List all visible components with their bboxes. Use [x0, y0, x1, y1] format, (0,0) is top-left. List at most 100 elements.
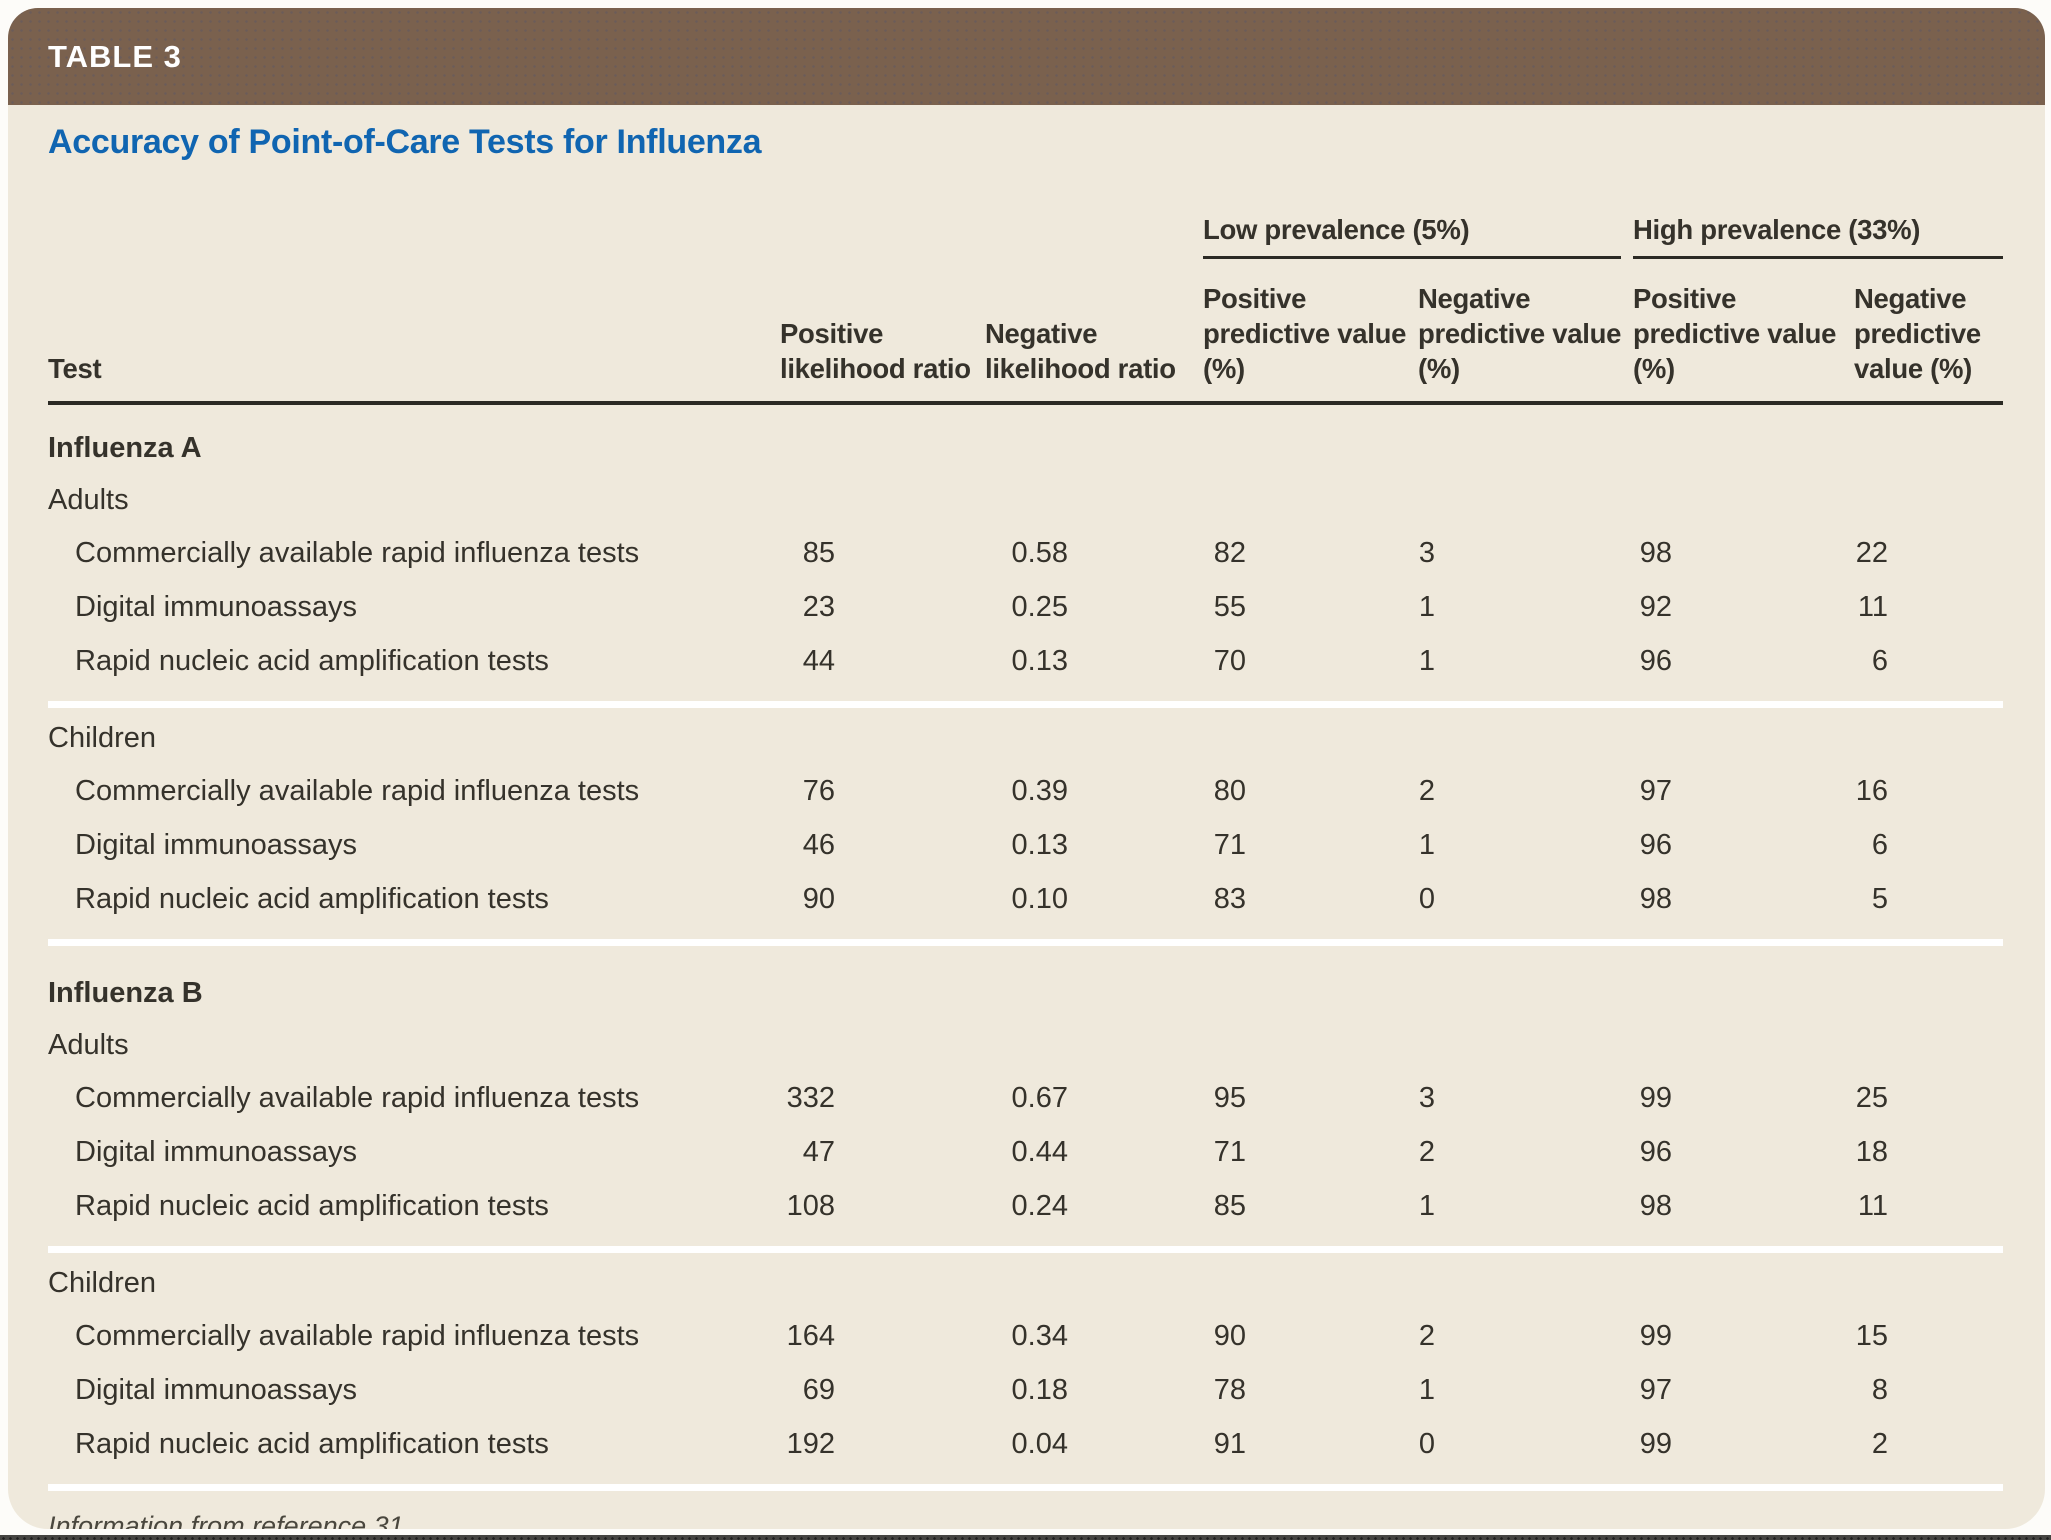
npv-low-cell: 2: [1418, 1136, 1435, 1168]
ppv-high-cell: 96: [1639, 1136, 1672, 1168]
ppv-low-cell: 83: [1213, 883, 1246, 915]
test-cell: Digital immunoassays: [75, 1136, 358, 1168]
test-data-row: Commercially available rapid influenza t…: [48, 526, 2003, 580]
test-cell: Rapid nucleic acid amplification tests: [75, 883, 549, 915]
group-separator-bar: [48, 1484, 2004, 1491]
nlr-cell: 0.34: [1011, 1320, 1068, 1352]
npv-low-cell: 0: [1418, 1428, 1435, 1460]
table-number-label: TABLE 3: [48, 38, 182, 74]
test-cell: Commercially available rapid influenza t…: [75, 537, 640, 569]
ppv-high-cell: 96: [1639, 829, 1672, 861]
plr-cell: 164: [786, 1320, 835, 1352]
ppv-low-cell: 90: [1213, 1320, 1246, 1352]
page-bottom-rule: [0, 1535, 2051, 1540]
col-header-test: Test: [48, 259, 780, 405]
group-separator-cell: [48, 1233, 2004, 1257]
group-separator-bar: [48, 701, 2004, 708]
nlr-cell: 0.58: [1011, 537, 1068, 569]
npv-high-cell: 15: [1855, 1320, 1889, 1352]
npv-high-cell: 6: [1871, 829, 1889, 861]
accuracy-table: Low prevalence (5%) High prevalence (33%…: [48, 171, 2004, 1495]
table-footnote: Information from reference 31.: [48, 1511, 412, 1529]
plr-cell: 23: [802, 591, 835, 623]
test-cell: Commercially available rapid influenza t…: [75, 1082, 640, 1114]
test-cell: Commercially available rapid influenza t…: [75, 775, 640, 807]
plr-cell: 332: [786, 1082, 835, 1114]
nlr-cell: 0.10: [1011, 883, 1068, 915]
ppv-high-cell: 99: [1639, 1082, 1672, 1114]
npv-low-cell: 3: [1418, 537, 1435, 569]
test-cell: Commercially available rapid influenza t…: [75, 1320, 640, 1352]
section-row: Influenza B: [48, 950, 2003, 1019]
subsection-name-cell: Adults: [48, 1029, 129, 1061]
ppv-high-cell: 99: [1639, 1428, 1672, 1460]
ppv-low-cell: 95: [1213, 1082, 1246, 1114]
npv-low-cell: 3: [1418, 1082, 1435, 1114]
nlr-cell: 0.39: [1011, 775, 1068, 807]
ppv-low-cell: 80: [1213, 775, 1246, 807]
group-high-prevalence: High prevalence (33%): [1633, 171, 2004, 259]
test-data-row: Commercially available rapid influenza t…: [48, 1071, 2003, 1125]
group-high-rule: High prevalence (33%): [1633, 212, 2004, 259]
test-data-row: Commercially available rapid influenza t…: [48, 764, 2003, 818]
ppv-low-cell: 71: [1213, 1136, 1246, 1168]
test-data-row: Rapid nucleic acid amplification tests 44…: [48, 634, 2003, 688]
ppv-low-cell: 78: [1213, 1374, 1246, 1406]
subsection-name-cell: Adults: [48, 484, 129, 516]
group-low-prevalence: Low prevalence (5%): [1203, 171, 1633, 259]
group-separator-cell: [48, 688, 2004, 712]
ppv-high-cell: 92: [1639, 591, 1672, 623]
npv-low-cell: 1: [1418, 591, 1435, 623]
npv-high-cell: 8: [1871, 1374, 1889, 1406]
col-header-plr: Positive likelihood ratio: [780, 259, 985, 405]
npv-high-cell: 11: [1857, 1190, 1889, 1222]
group-separator-bar: [48, 939, 2004, 946]
npv-low-cell: 1: [1418, 829, 1435, 861]
group-high-label: High prevalence (33%): [1633, 214, 1921, 245]
group-low-rule: Low prevalence (5%): [1203, 212, 1621, 259]
nlr-cell: 0.67: [1011, 1082, 1068, 1114]
nlr-cell: 0.18: [1011, 1374, 1068, 1406]
ppv-high-cell: 97: [1639, 775, 1672, 807]
group-spacer: [48, 171, 1203, 259]
npv-high-cell: 11: [1857, 591, 1889, 623]
subsection-row: Adults: [48, 474, 2003, 526]
nlr-cell: 0.04: [1011, 1428, 1068, 1460]
column-header-row: Test Positive likelihood ratio Negative …: [48, 259, 2004, 405]
test-data-row: Commercially available rapid influenza t…: [48, 1309, 2003, 1363]
nlr-cell: 0.24: [1011, 1190, 1068, 1222]
test-cell: Rapid nucleic acid amplification tests: [75, 645, 549, 677]
col-header-ppv-high: Positive predictive value (%): [1633, 259, 1854, 405]
ppv-high-cell: 98: [1639, 537, 1672, 569]
section-name-cell: Influenza A: [48, 432, 202, 464]
ppv-high-cell: 99: [1639, 1320, 1672, 1352]
npv-low-cell: 1: [1418, 645, 1435, 677]
nlr-cell: 0.13: [1011, 645, 1068, 677]
ppv-low-cell: 55: [1213, 591, 1246, 623]
npv-high-cell: 22: [1855, 537, 1889, 569]
col-header-npv-low: Negative predictive value (%): [1418, 259, 1633, 405]
test-cell: Digital immunoassays: [75, 1374, 358, 1406]
ppv-high-cell: 98: [1639, 883, 1672, 915]
test-cell: Digital immunoassays: [75, 829, 358, 861]
npv-high-cell: 6: [1871, 645, 1889, 677]
test-data-row: Digital immunoassays 47 0.44 71 2 96 18: [48, 1125, 2003, 1179]
group-separator-row: [48, 1233, 2004, 1257]
npv-high-cell: 18: [1855, 1136, 1889, 1168]
table-card-header: TABLE 3: [8, 8, 2045, 105]
group-low-label: Low prevalence (5%): [1203, 214, 1470, 245]
ppv-high-cell: 98: [1639, 1190, 1672, 1222]
plr-cell: 108: [786, 1190, 835, 1222]
test-cell: Digital immunoassays: [75, 591, 358, 623]
subsection-name-cell: Children: [48, 1267, 156, 1299]
test-data-row: Digital immunoassays 23 0.25 55 1 92 11: [48, 580, 2003, 634]
plr-cell: 69: [802, 1374, 835, 1406]
nlr-cell: 0.25: [1011, 591, 1068, 623]
plr-cell: 44: [802, 645, 835, 677]
ppv-high-cell: 97: [1639, 1374, 1672, 1406]
section-row: Influenza A: [48, 403, 2003, 474]
npv-low-cell: 2: [1418, 775, 1435, 807]
npv-low-cell: 2: [1418, 1320, 1435, 1352]
ppv-low-cell: 91: [1213, 1428, 1246, 1460]
plr-cell: 85: [802, 537, 835, 569]
